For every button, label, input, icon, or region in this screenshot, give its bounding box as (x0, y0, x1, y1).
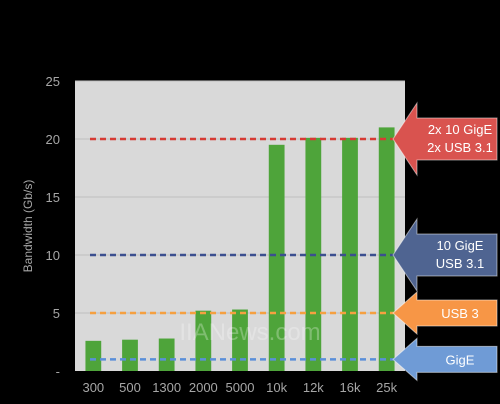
bar (268, 144, 285, 371)
x-tick-label: 2000 (189, 380, 218, 395)
y-axis-label: Bandwidth (Gb/s) (21, 180, 35, 273)
x-tick-label: 12k (303, 380, 324, 395)
reference-arrow-label: GigE (446, 352, 475, 367)
reference-arrow-label: USB 3.1 (436, 256, 484, 271)
reference-arrow (392, 337, 498, 382)
bar (158, 338, 175, 371)
reference-arrow-label: 2x 10 GigE (428, 122, 493, 137)
x-tick-label: 300 (82, 380, 104, 395)
reference-arrow-label: USB 3 (441, 306, 479, 321)
reference-arrow (392, 101, 498, 177)
reference-arrow (392, 290, 498, 336)
x-tick-label: 25k (376, 380, 397, 395)
x-tick-label: 10k (266, 380, 287, 395)
x-tick-label: 1300 (152, 380, 181, 395)
y-tick-label: 10 (46, 248, 60, 263)
y-tick-label: - (56, 364, 60, 379)
bar (122, 339, 138, 371)
y-tick-label: 15 (46, 190, 60, 205)
reference-arrows: 2x 10 GigE 2x USB 3.1 10 GigE USB 3.1 USB 3 G… (392, 101, 498, 382)
x-tick-label: 500 (119, 380, 141, 395)
bar (195, 310, 212, 371)
bar (378, 127, 395, 372)
bar (85, 340, 102, 371)
reference-arrow-label: 2x USB 3.1 (427, 140, 493, 155)
y-tick-labels: - 5 10 15 20 25 (46, 74, 60, 379)
y-tick-label: 5 (53, 306, 60, 321)
reference-arrow-label: 10 GigE (437, 238, 484, 253)
watermark: IIANews.com (179, 319, 320, 346)
y-tick-label: 25 (46, 74, 60, 89)
x-tick-label: 16k (340, 380, 361, 395)
bar (232, 309, 248, 371)
x-tick-label: 5000 (226, 380, 255, 395)
x-tick-labels: 300 500 1300 2000 5000 10k 12k 16k 25k (82, 380, 397, 395)
reference-arrow (392, 217, 498, 293)
reference-lines (90, 137, 405, 361)
y-tick-label: 20 (46, 132, 60, 147)
